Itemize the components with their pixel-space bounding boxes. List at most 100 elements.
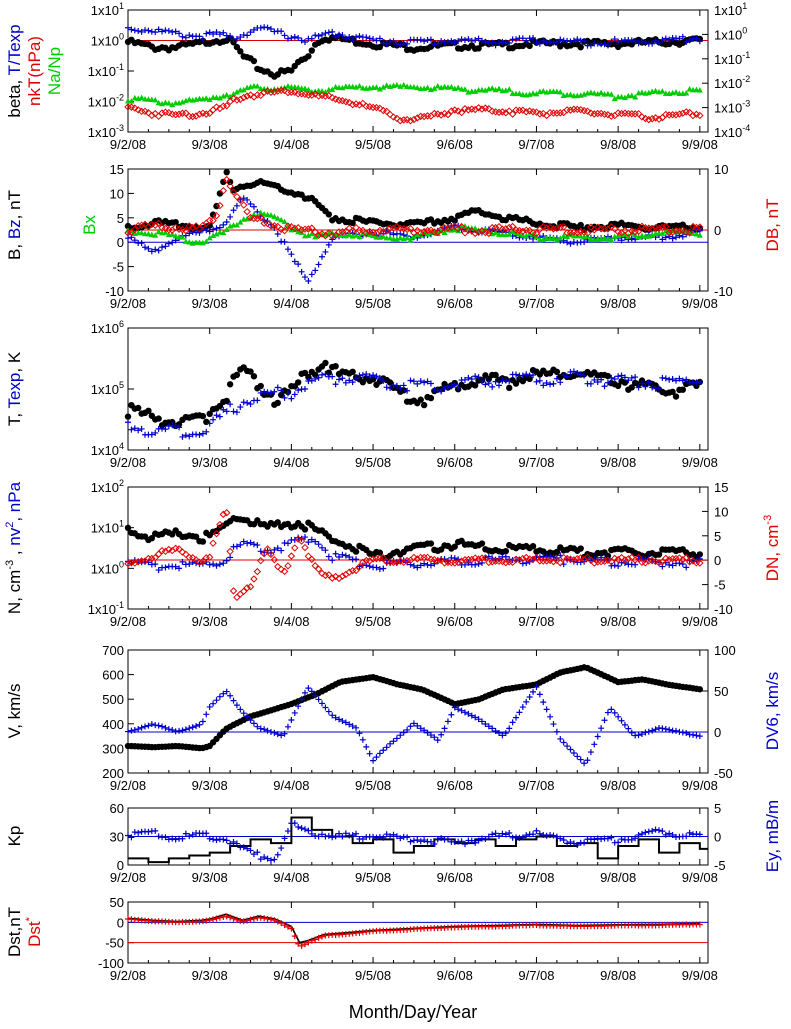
data-point: [244, 917, 251, 924]
data-point: [291, 544, 299, 552]
data-point: [216, 693, 223, 700]
data-point: [437, 556, 445, 565]
data-point: [451, 559, 459, 567]
data-point: [373, 834, 380, 841]
data-point: [226, 381, 234, 388]
data-point: [553, 556, 561, 565]
y-tick-label: 400: [102, 717, 124, 732]
y-tick-label-base: 5: [117, 211, 124, 226]
data-point: [216, 520, 224, 529]
y-tick-label-base: 1x10: [91, 321, 119, 336]
data-point: [556, 559, 564, 567]
data-point: [564, 373, 571, 380]
data-point: [332, 83, 339, 90]
data-point: [297, 537, 306, 545]
data-point: [594, 835, 601, 842]
y2-tick-label: -5: [714, 578, 726, 593]
data-point: [461, 86, 468, 92]
data-point: [567, 91, 574, 98]
data-point: [539, 109, 547, 118]
data-point: [380, 565, 387, 572]
data-point: [478, 37, 485, 44]
data-point: [387, 833, 394, 840]
data-point: [216, 31, 223, 38]
data-point: [441, 725, 448, 732]
data-point: [319, 700, 326, 707]
data-point: [250, 203, 257, 210]
data-point: [461, 376, 468, 383]
data-point: [461, 841, 468, 848]
data-point: [570, 840, 577, 847]
data-point: [257, 856, 264, 863]
data-point: [233, 702, 240, 709]
data-point: [352, 566, 360, 575]
data-point: [679, 386, 687, 393]
data-point: [295, 84, 302, 91]
y2-tick-label-exp: -2: [742, 74, 750, 84]
data-point: [635, 384, 642, 391]
data-point: [267, 550, 275, 559]
data-point: [662, 35, 669, 42]
data-point: [155, 722, 162, 729]
data-point: [291, 536, 298, 543]
data-point: [474, 555, 483, 563]
data-point: [465, 710, 472, 717]
data-point: [570, 558, 577, 565]
data-point: [628, 729, 635, 736]
data-point: [632, 835, 639, 842]
data-point: [247, 200, 254, 207]
y-tick-label: 1x100: [91, 559, 124, 576]
data-point: [404, 834, 411, 841]
x-tick-label: 9/6/08: [437, 870, 473, 885]
data-point: [618, 717, 625, 724]
data-point: [686, 829, 693, 836]
data-point: [577, 43, 584, 51]
data-point: [246, 583, 255, 591]
x-tick-label: 9/6/08: [437, 137, 473, 152]
data-point: [577, 221, 584, 229]
data-point: [543, 832, 550, 839]
data-point: [356, 33, 363, 40]
y-tick-label-exp: 1: [119, 519, 124, 529]
data-point: [199, 36, 206, 43]
data-point: [281, 394, 288, 401]
data-point: [577, 756, 584, 763]
data-point: [407, 838, 414, 845]
x-tick-label: 9/2/08: [110, 614, 146, 629]
data-point: [696, 87, 703, 93]
data-point: [506, 86, 513, 92]
x-tick-label: 9/9/08: [682, 614, 718, 629]
y-tick-label: -5: [112, 260, 124, 275]
data-point: [387, 384, 394, 391]
data-point: [312, 538, 319, 545]
data-point: [618, 38, 625, 45]
y-tick-label-base: 0: [117, 915, 124, 930]
data-point: [604, 235, 611, 242]
data-point: [655, 827, 662, 834]
data-point: [474, 104, 483, 112]
y-tick-label-exp: 0: [119, 32, 124, 42]
data-point: [155, 26, 162, 33]
data-point: [154, 219, 163, 228]
data-point: [230, 408, 237, 415]
data-point: [427, 226, 435, 234]
data-point: [506, 40, 513, 47]
data-point: [608, 706, 615, 713]
data-point: [458, 707, 465, 714]
data-point: [319, 371, 326, 378]
series-0: [124, 33, 704, 80]
data-point: [570, 37, 577, 44]
data-point: [696, 733, 703, 740]
series-3: [124, 175, 704, 240]
data-point: [227, 554, 234, 561]
data-point: [399, 558, 408, 567]
data-point: [604, 556, 612, 564]
data-point: [376, 554, 384, 562]
data-point: [261, 854, 268, 861]
data-point: [437, 225, 445, 234]
data-point: [203, 95, 210, 101]
data-point: [516, 709, 523, 716]
data-point: [227, 840, 234, 847]
data-point: [312, 936, 319, 943]
data-point: [254, 849, 261, 856]
